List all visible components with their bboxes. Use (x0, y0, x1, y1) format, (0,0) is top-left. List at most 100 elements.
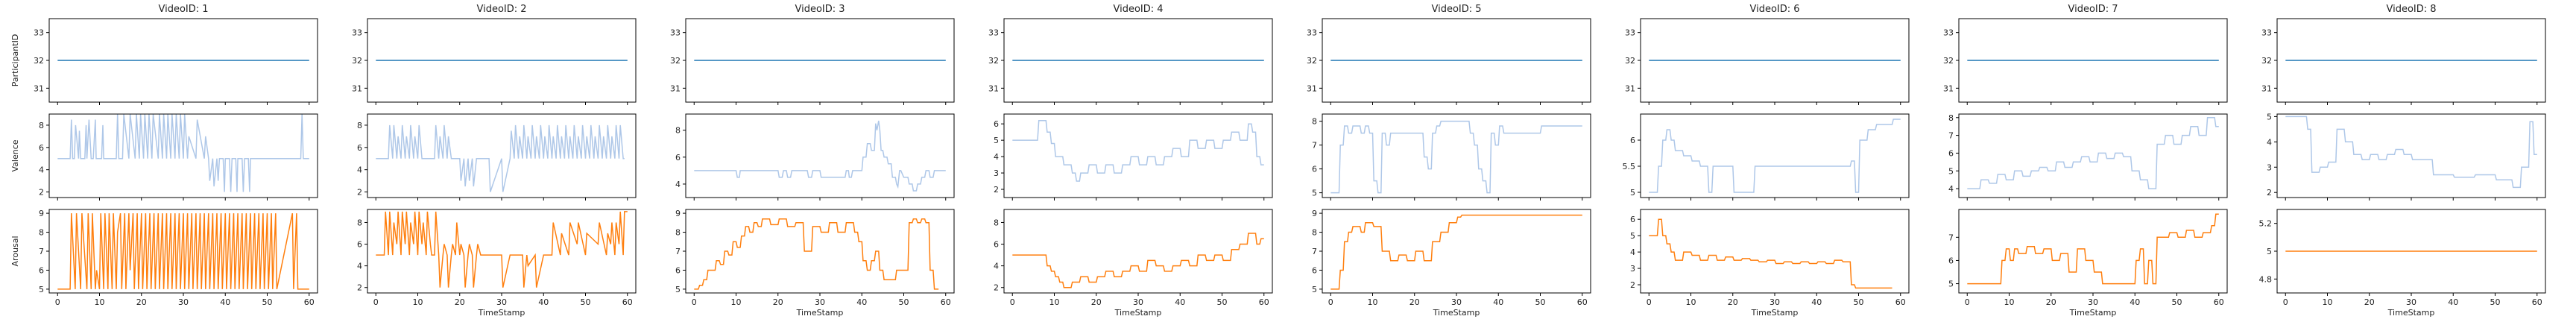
y-tick-label: 33 (34, 28, 44, 38)
series-line-valence (694, 120, 946, 192)
x-tick-label: 0 (55, 297, 60, 307)
x-tick-label: 20 (1728, 297, 1738, 307)
y-axis-label: ParticipantID (10, 34, 20, 87)
y-tick-label: 3 (994, 168, 999, 178)
y-tick-label: 7 (1948, 233, 1954, 242)
y-tick-label: 5 (2267, 112, 2272, 122)
y-tick-label: 9 (39, 209, 44, 218)
x-tick-label: 30 (815, 297, 825, 307)
x-tick-label: 0 (1965, 297, 1970, 307)
y-tick-label: 31 (352, 83, 362, 93)
y-tick-label: 5 (2267, 247, 2272, 256)
y-tick-label: 6 (357, 240, 362, 250)
y-tick-label: 6 (39, 143, 44, 153)
axes-frame (685, 113, 955, 198)
y-tick-label: 2 (994, 283, 999, 293)
series-line-valence (1330, 120, 1582, 194)
x-tick-label: 10 (1686, 297, 1696, 307)
subplot-3-arousal: 5 6 7 8 9 0 10 20 30 40 50 60 (675, 209, 955, 307)
y-tick-label: 33 (352, 28, 362, 38)
y-tick-label: 32 (670, 56, 681, 66)
x-tick-label: 30 (1770, 297, 1780, 307)
x-tick-label: 0 (692, 297, 697, 307)
y-tick-label: 8 (1312, 117, 1317, 127)
y-tick-label: 6 (39, 265, 44, 275)
y-tick-label: 33 (988, 28, 999, 38)
x-tick-label: 0 (1010, 297, 1015, 307)
y-tick-label: 7 (1312, 247, 1317, 256)
y-tick-label: 7 (1312, 141, 1317, 151)
x-tick-label: 50 (262, 297, 273, 307)
y-tick-label: 6 (357, 143, 362, 153)
y-tick-label: 9 (675, 209, 681, 218)
x-axis-label: TimeStamp (796, 308, 844, 318)
y-tick-label: 33 (670, 28, 681, 38)
x-tick-label: 40 (1811, 297, 1822, 307)
x-tick-label: 20 (2364, 297, 2375, 307)
subplot-4-arousal: 2 4 6 8 0 10 20 30 40 50 60 (994, 209, 1273, 307)
axes-frame (1958, 113, 2228, 198)
x-tick-label: 30 (496, 297, 507, 307)
axes-frame (1322, 113, 1591, 198)
axes-frame (1003, 113, 1273, 198)
y-tick-label: 4 (1948, 184, 1954, 194)
y-tick-label: 5 (1948, 166, 1954, 176)
y-tick-label: 4 (357, 165, 362, 175)
y-tick-label: 4 (2267, 137, 2272, 147)
x-tick-label: 20 (1409, 297, 1420, 307)
x-tick-label: 60 (1577, 297, 1588, 307)
subplot-title: VideoID: 1 (158, 4, 208, 15)
subplot-5-valence: 5 6 7 8 (1312, 113, 1591, 201)
x-tick-label: 10 (1049, 297, 1060, 307)
y-tick-label: 4 (994, 262, 999, 271)
y-tick-label: 33 (1307, 28, 1317, 38)
series-line-arousal (376, 211, 628, 288)
x-tick-label: 50 (899, 297, 909, 307)
y-tick-label: 32 (352, 56, 362, 66)
y-tick-label: 8 (994, 218, 999, 227)
x-tick-label: 40 (856, 297, 867, 307)
y-tick-label: 3 (2267, 162, 2272, 172)
x-tick-label: 10 (95, 297, 105, 307)
series-line-arousal (1330, 214, 1582, 290)
y-tick-label: 32 (2261, 56, 2272, 66)
y-tick-label: 31 (1625, 83, 1635, 93)
x-tick-label: 0 (373, 297, 379, 307)
x-axis-label: TimeStamp (2069, 308, 2117, 318)
series-line-valence (2285, 116, 2537, 189)
series-line-valence (1649, 119, 1901, 193)
series-line-arousal (1012, 233, 1264, 288)
subplot-title: VideoID: 3 (795, 4, 845, 15)
axes-frame (367, 113, 637, 198)
y-tick-label: 6 (675, 153, 681, 162)
axes-frame (1640, 113, 1910, 198)
x-tick-label: 40 (2448, 297, 2458, 307)
x-tick-label: 30 (1133, 297, 1143, 307)
x-tick-label: 50 (581, 297, 591, 307)
subplot-6-valence: 55.56 (1623, 113, 1910, 201)
y-tick-label: 2 (357, 188, 362, 198)
x-tick-label: 60 (2532, 297, 2542, 307)
x-tick-label: 30 (2088, 297, 2098, 307)
x-tick-label: 50 (2490, 297, 2501, 307)
x-tick-label: 10 (731, 297, 742, 307)
x-tick-label: 0 (1328, 297, 1333, 307)
subplot-title: VideoID: 5 (1431, 4, 1481, 15)
x-axis-label: TimeStamp (1433, 308, 1480, 318)
x-tick-label: 60 (1259, 297, 1269, 307)
x-tick-label: 40 (220, 297, 230, 307)
subplot-title: VideoID: 6 (1749, 4, 1799, 15)
series-line-arousal (1967, 213, 2219, 285)
y-tick-label: 32 (988, 56, 999, 66)
x-tick-label: 40 (538, 297, 549, 307)
y-tick-label: 31 (988, 83, 999, 93)
subplot-4-participantid: 31 32 33 (988, 18, 1273, 105)
y-tick-label: 2 (1630, 280, 1635, 290)
x-tick-label: 20 (2046, 297, 2056, 307)
subplot-4-valence: 2 3 4 5 6 (994, 113, 1273, 201)
y-tick-label: 7 (675, 247, 681, 256)
series-line-arousal (1649, 218, 1892, 289)
x-tick-label: 0 (1647, 297, 1652, 307)
